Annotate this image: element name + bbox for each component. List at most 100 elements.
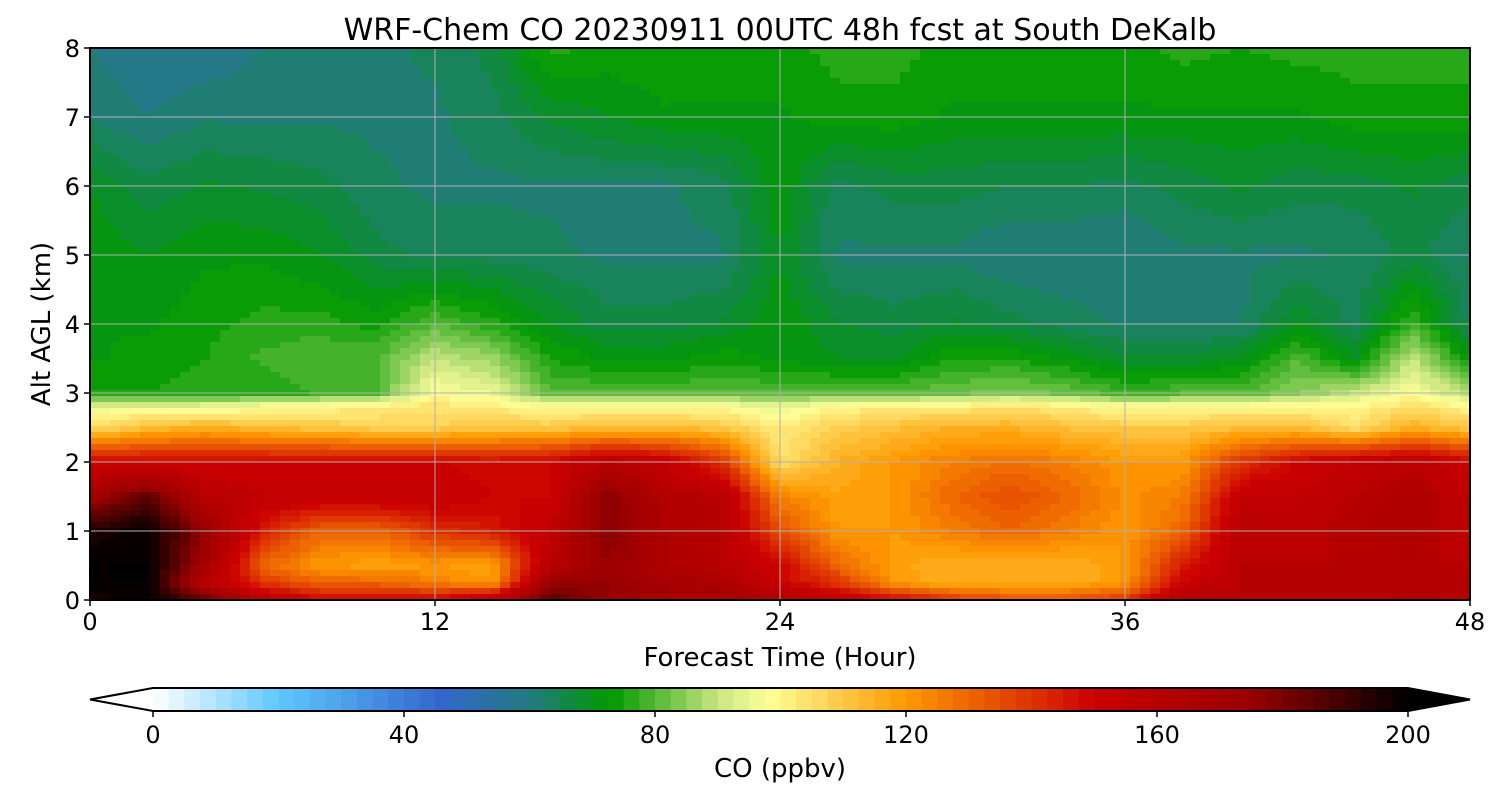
heatmap-cell	[680, 144, 691, 151]
heatmap-cell	[1140, 78, 1151, 85]
heatmap-cell	[940, 186, 951, 193]
heatmap-cell	[1180, 246, 1191, 253]
heatmap-cell	[560, 168, 571, 175]
heatmap-cell	[1360, 222, 1371, 229]
heatmap-cell	[230, 258, 241, 265]
heatmap-cell	[140, 54, 151, 61]
heatmap-cell	[490, 108, 501, 115]
heatmap-cell	[590, 216, 601, 223]
heatmap-cell	[980, 78, 991, 85]
heatmap-cell	[1250, 180, 1261, 187]
heatmap-cell	[1280, 234, 1291, 241]
heatmap-cell	[1400, 156, 1411, 163]
heatmap-cell	[1000, 156, 1011, 163]
heatmap-cell	[460, 186, 471, 193]
heatmap-cell	[840, 156, 851, 163]
heatmap-cell	[920, 60, 931, 67]
heatmap-cell	[410, 156, 421, 163]
heatmap-cell	[700, 102, 711, 109]
heatmap-cell	[1350, 192, 1361, 199]
heatmap-cell	[1280, 150, 1291, 157]
heatmap-cell	[530, 174, 541, 181]
heatmap-cell	[1170, 72, 1181, 79]
heatmap-cell	[560, 180, 571, 187]
heatmap-cell	[920, 192, 931, 199]
heatmap-cell	[1340, 186, 1351, 193]
heatmap-cell	[730, 126, 741, 133]
heatmap-cell	[920, 102, 931, 109]
heatmap-cell	[400, 210, 411, 217]
heatmap-cell	[120, 126, 131, 133]
heatmap-cell	[1000, 192, 1011, 199]
heatmap-cell	[1110, 198, 1121, 205]
heatmap-cell	[100, 210, 111, 217]
heatmap-cell	[1260, 54, 1271, 61]
heatmap-cell	[900, 90, 911, 97]
heatmap-cell	[100, 78, 111, 85]
heatmap-cell	[230, 180, 241, 187]
heatmap-cell	[1090, 192, 1101, 199]
heatmap-cell	[290, 108, 301, 115]
heatmap-cell	[1160, 84, 1171, 91]
heatmap-cell	[450, 258, 461, 265]
heatmap-cell	[110, 96, 121, 103]
heatmap-cell	[370, 246, 381, 253]
heatmap-cell	[1100, 144, 1111, 151]
heatmap-cell	[270, 48, 281, 55]
heatmap-cell	[300, 156, 311, 163]
heatmap-cell	[1450, 54, 1461, 61]
heatmap-cell	[520, 60, 531, 67]
heatmap-cell	[980, 132, 991, 139]
heatmap-cell	[210, 180, 221, 187]
heatmap-cell	[230, 234, 241, 241]
heatmap-cell	[1290, 168, 1301, 175]
heatmap-cell	[490, 234, 501, 241]
heatmap-cell	[1070, 246, 1081, 253]
heatmap-cell	[550, 228, 561, 235]
heatmap-cell	[770, 234, 781, 241]
heatmap-cell	[920, 204, 931, 211]
heatmap-cell	[560, 174, 571, 181]
heatmap-cell	[150, 84, 161, 91]
heatmap-cell	[280, 204, 291, 211]
heatmap-cell	[300, 216, 311, 223]
heatmap-cell	[300, 198, 311, 205]
heatmap-cell	[1020, 126, 1031, 133]
heatmap-cell	[1060, 222, 1071, 229]
heatmap-cell	[220, 84, 231, 91]
heatmap-cell	[350, 258, 361, 265]
heatmap-cell	[160, 90, 171, 97]
heatmap-cell	[370, 102, 381, 109]
heatmap-cell	[510, 168, 521, 175]
heatmap-cell	[1010, 120, 1021, 127]
heatmap-cell	[1030, 162, 1041, 169]
heatmap-cell	[610, 66, 621, 73]
heatmap-cell	[720, 216, 731, 223]
heatmap-cell	[270, 54, 281, 61]
heatmap-cell	[1210, 132, 1221, 139]
heatmap-cell	[550, 66, 561, 73]
heatmap-cell	[1300, 228, 1311, 235]
heatmap-cell	[1200, 174, 1211, 181]
heatmap-cell	[1290, 204, 1301, 211]
heatmap-cell	[240, 48, 251, 55]
heatmap-cell	[210, 246, 221, 253]
heatmap-cell	[470, 222, 481, 229]
heatmap-cell	[680, 216, 691, 223]
heatmap-cell	[170, 126, 181, 133]
heatmap-cell	[510, 240, 521, 247]
heatmap-cell	[890, 150, 901, 157]
heatmap-cell	[1100, 90, 1111, 97]
heatmap-cell	[240, 102, 251, 109]
heatmap-cell	[970, 216, 981, 223]
heatmap-cell	[1460, 168, 1471, 175]
heatmap-cell	[370, 138, 381, 145]
heatmap-cell	[620, 144, 631, 151]
heatmap-cell	[1410, 192, 1421, 199]
heatmap-cell	[390, 126, 401, 133]
heatmap-cell	[490, 216, 501, 223]
heatmap-cell	[1310, 150, 1321, 157]
heatmap-cell	[640, 258, 651, 265]
heatmap-cell	[1390, 144, 1401, 151]
heatmap-cell	[350, 174, 361, 181]
